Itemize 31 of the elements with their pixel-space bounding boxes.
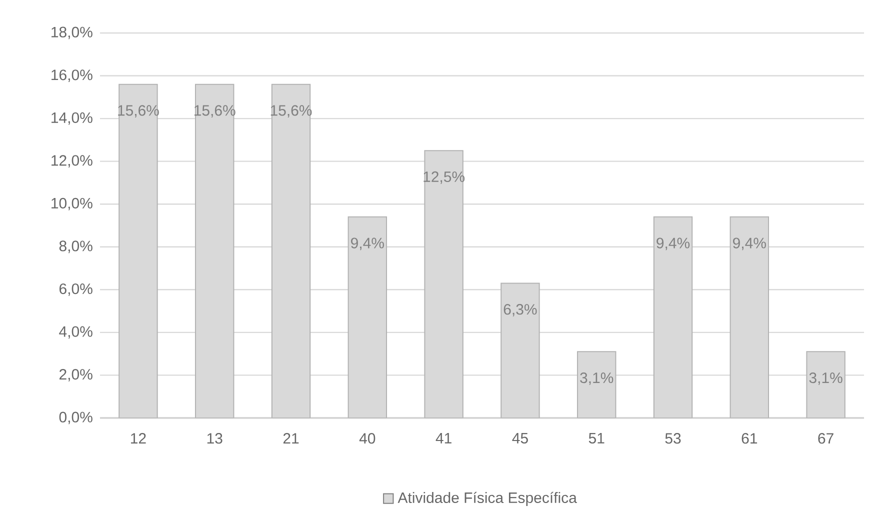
data-label: 3,1% [809, 372, 842, 385]
x-tick-label: 40 [359, 433, 376, 444]
data-label: 15,6% [118, 105, 159, 118]
y-tick-label: 6,0% [60, 283, 92, 296]
data-label: 3,1% [580, 372, 614, 385]
data-label: 12,5% [424, 171, 465, 184]
data-label: 9,4% [733, 238, 766, 250]
x-tick-label: 12 [130, 433, 146, 444]
x-tick-label: 21 [283, 433, 299, 444]
x-tick-label: 67 [818, 433, 834, 444]
x-tick-label: 45 [512, 433, 528, 444]
x-tick-label: 61 [742, 433, 758, 444]
y-tick-label: 2,0% [60, 369, 92, 382]
data-label: 6,3% [504, 304, 537, 316]
data-label: 9,4% [656, 238, 690, 250]
x-tick-label: 51 [588, 433, 604, 444]
y-tick-label: 18,0% [52, 26, 92, 40]
y-tick-label: 16,0% [52, 70, 92, 82]
y-tick-label: 4,0% [59, 326, 92, 339]
data-label: 9,4% [351, 238, 384, 250]
data-label: 15,6% [270, 105, 312, 118]
legend-label: Atividade Física Específica [398, 492, 577, 506]
x-tick-label: 53 [665, 433, 681, 444]
x-tick-label: 41 [436, 433, 452, 444]
y-tick-label: 8,0% [59, 240, 92, 254]
y-tick-label: 10,0% [52, 198, 92, 210]
x-tick-label: 13 [207, 433, 222, 444]
y-tick-label: 14,0% [52, 112, 92, 125]
y-tick-label: 12,0% [52, 155, 92, 168]
y-tick-label: 0,0% [59, 412, 92, 424]
data-label: 15,6% [194, 105, 236, 118]
